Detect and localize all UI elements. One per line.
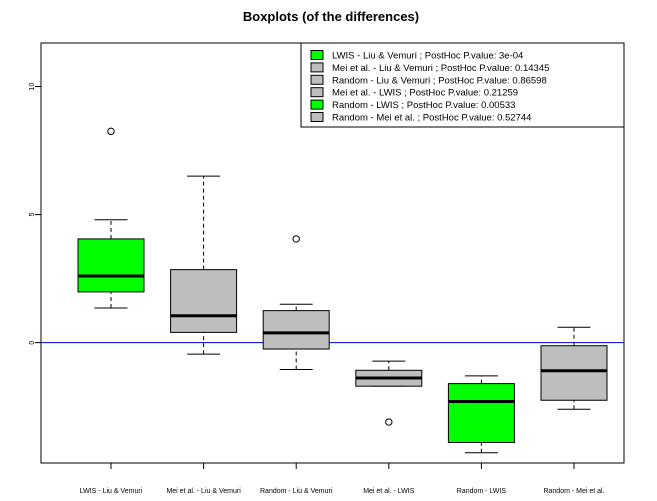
y-tick-label: 10 (29, 83, 36, 91)
x-tick-label: Random - Mei et al. (543, 488, 604, 495)
outlier-point (385, 418, 393, 426)
x-axis: LWIS - Liu & Vemuri Mei et al. - Liu & Ve… (80, 462, 605, 495)
outlier-point (107, 127, 115, 136)
legend-entry-label: Random - Mei et al. ; PostHoc P.value: 0… (332, 113, 531, 124)
box-body (262, 310, 330, 350)
x-tick-label: Mei et al. - Liu & Vemuri (166, 488, 241, 495)
y-tick-label: 0 (29, 341, 36, 345)
box-body (447, 383, 515, 444)
y-axis: 0 5 10 (29, 83, 42, 345)
y-tick-label: 5 (29, 213, 36, 217)
x-tick-label: Mei et al. - LWIS (363, 488, 415, 495)
legend-entry-label: Random - LWIS ; PostHoc P.value: 0.00533 (332, 100, 515, 111)
box-2 (170, 175, 238, 355)
box-body (540, 345, 608, 401)
legend-entry-label: LWIS - Liu & Vemuri ; PostHoc P.value: 3… (332, 51, 523, 62)
box-body (170, 269, 238, 333)
box-4 (355, 360, 423, 426)
legend-entry-label: Random - Liu & Vemuri ; PostHoc P.value:… (332, 75, 547, 86)
legend: LWIS - Liu & Vemuri ; PostHoc P.value: 3… (300, 42, 625, 128)
box-6 (540, 326, 608, 410)
legend-entry-label: Mei et al. - Liu & Vemuri ; PostHoc P.va… (332, 63, 549, 74)
legend-swatch (310, 87, 324, 98)
box-body (77, 238, 145, 293)
box-5 (447, 375, 515, 454)
chart-title: Boxplots (of the differences) (243, 9, 419, 24)
outlier-point (292, 235, 300, 243)
x-tick-label: LWIS - Liu & Vemuri (80, 488, 143, 495)
legend-box (300, 42, 625, 128)
legend-swatch (310, 74, 324, 85)
legend-swatch (310, 50, 324, 60)
boxplot-series (77, 127, 608, 454)
box-1 (77, 127, 145, 309)
legend-swatch (310, 62, 324, 73)
x-tick-label: Random - Liu & Vemuri (260, 488, 333, 495)
legend-swatch (310, 112, 324, 122)
legend-entry-label: Mei et al. - LWIS ; PostHoc P.value: 0.2… (332, 88, 518, 99)
legend-swatch (310, 99, 324, 110)
box-3 (262, 235, 330, 371)
x-tick-label: Random - LWIS (457, 488, 507, 495)
